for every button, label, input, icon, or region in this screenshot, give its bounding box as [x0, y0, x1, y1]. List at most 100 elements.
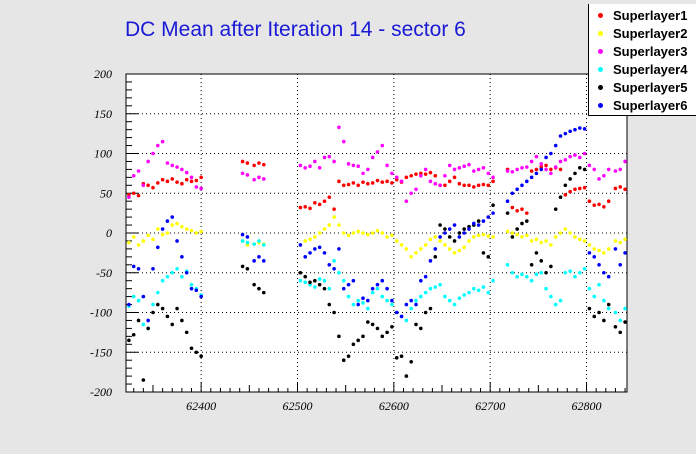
point-superlayer4 [257, 239, 261, 243]
point-superlayer1 [544, 163, 548, 168]
point-superlayer1 [370, 181, 375, 185]
point-superlayer5 [252, 282, 256, 287]
point-superlayer4 [332, 259, 336, 263]
point-superlayer2 [175, 221, 179, 226]
point-superlayer2 [136, 243, 141, 247]
point-superlayer3 [327, 154, 332, 159]
point-superlayer1 [308, 206, 312, 211]
point-superlayer4 [447, 298, 452, 303]
point-superlayer5 [370, 322, 375, 327]
point-superlayer5 [240, 264, 245, 269]
point-superlayer4 [438, 282, 442, 287]
point-superlayer3 [447, 163, 452, 168]
point-superlayer5 [375, 326, 380, 331]
point-superlayer6 [505, 199, 510, 203]
point-superlayer1 [346, 182, 351, 187]
point-superlayer5 [160, 306, 165, 311]
point-superlayer4 [549, 294, 553, 299]
point-superlayer5 [341, 358, 346, 363]
point-superlayer3 [602, 173, 606, 178]
point-superlayer1 [563, 193, 568, 197]
point-superlayer1 [472, 185, 476, 189]
point-superlayer3 [623, 159, 627, 164]
point-superlayer2 [419, 247, 423, 251]
point-superlayer6 [539, 167, 544, 172]
point-superlayer3 [394, 175, 399, 180]
point-superlayer2 [438, 239, 442, 243]
point-superlayer2 [366, 232, 370, 237]
point-superlayer1 [481, 182, 486, 187]
point-superlayer5 [131, 332, 136, 337]
point-superlayer2 [462, 245, 466, 250]
point-superlayer5 [525, 219, 529, 223]
point-superlayer4 [577, 270, 582, 275]
point-superlayer6 [419, 278, 423, 283]
point-superlayer3 [136, 169, 141, 173]
point-superlayer4 [375, 286, 380, 291]
point-superlayer4 [433, 285, 438, 289]
point-superlayer2 [534, 237, 539, 242]
point-superlayer3 [313, 159, 317, 164]
point-superlayer6 [303, 255, 308, 259]
point-superlayer6 [404, 302, 409, 307]
point-superlayer6 [351, 278, 356, 283]
point-superlayer3 [337, 125, 341, 130]
point-superlayer3 [558, 159, 563, 164]
point-superlayer6 [481, 219, 486, 223]
point-superlayer5 [337, 334, 341, 339]
point-superlayer1 [515, 208, 519, 213]
point-superlayer3 [577, 155, 582, 160]
point-superlayer3 [346, 162, 351, 166]
point-superlayer6 [602, 270, 606, 275]
point-superlayer6 [529, 175, 534, 180]
point-superlayer6 [390, 298, 394, 303]
point-superlayer5 [184, 330, 189, 335]
point-superlayer5 [539, 259, 544, 263]
legend-entry-6: Superlayer6 [589, 97, 696, 115]
point-superlayer6 [146, 318, 150, 323]
point-superlayer5 [438, 223, 442, 227]
point-superlayer3 [597, 177, 601, 181]
point-superlayer4 [505, 263, 510, 267]
point-superlayer4 [414, 298, 418, 303]
point-superlayer3 [419, 173, 423, 178]
point-superlayer5 [534, 251, 539, 255]
point-superlayer4 [303, 280, 308, 285]
point-superlayer3 [160, 139, 165, 144]
point-superlayer2 [544, 239, 548, 243]
point-superlayer3 [592, 167, 597, 172]
point-superlayer5 [380, 334, 385, 339]
point-superlayer6 [414, 302, 418, 307]
point-superlayer4 [568, 269, 572, 273]
point-superlayer5 [399, 354, 404, 359]
point-superlayer5 [428, 306, 433, 311]
point-superlayer3 [380, 143, 385, 148]
point-superlayer4 [390, 302, 394, 307]
point-superlayer4 [623, 306, 627, 311]
point-superlayer4 [539, 270, 544, 275]
point-superlayer1 [587, 199, 592, 203]
point-superlayer5 [361, 334, 365, 339]
point-superlayer3 [308, 164, 312, 169]
point-superlayer5 [577, 166, 582, 170]
point-superlayer6 [366, 298, 370, 303]
point-superlayer4 [606, 306, 611, 311]
point-superlayer1 [356, 183, 360, 188]
point-superlayer2 [587, 243, 592, 247]
point-superlayer3 [322, 155, 327, 160]
point-superlayer4 [409, 306, 413, 311]
point-superlayer3 [409, 191, 413, 196]
point-superlayer4 [298, 278, 303, 283]
point-superlayer4 [165, 274, 170, 279]
point-superlayer4 [423, 290, 428, 295]
point-superlayer5 [592, 314, 597, 319]
point-superlayer6 [327, 263, 332, 267]
point-superlayer4 [356, 298, 360, 303]
point-superlayer6 [261, 259, 266, 263]
point-superlayer5 [194, 350, 199, 355]
point-superlayer6 [337, 247, 341, 251]
point-superlayer3 [180, 167, 184, 172]
point-superlayer2 [491, 235, 495, 239]
point-superlayer5 [245, 266, 250, 271]
point-superlayer5 [356, 338, 360, 343]
